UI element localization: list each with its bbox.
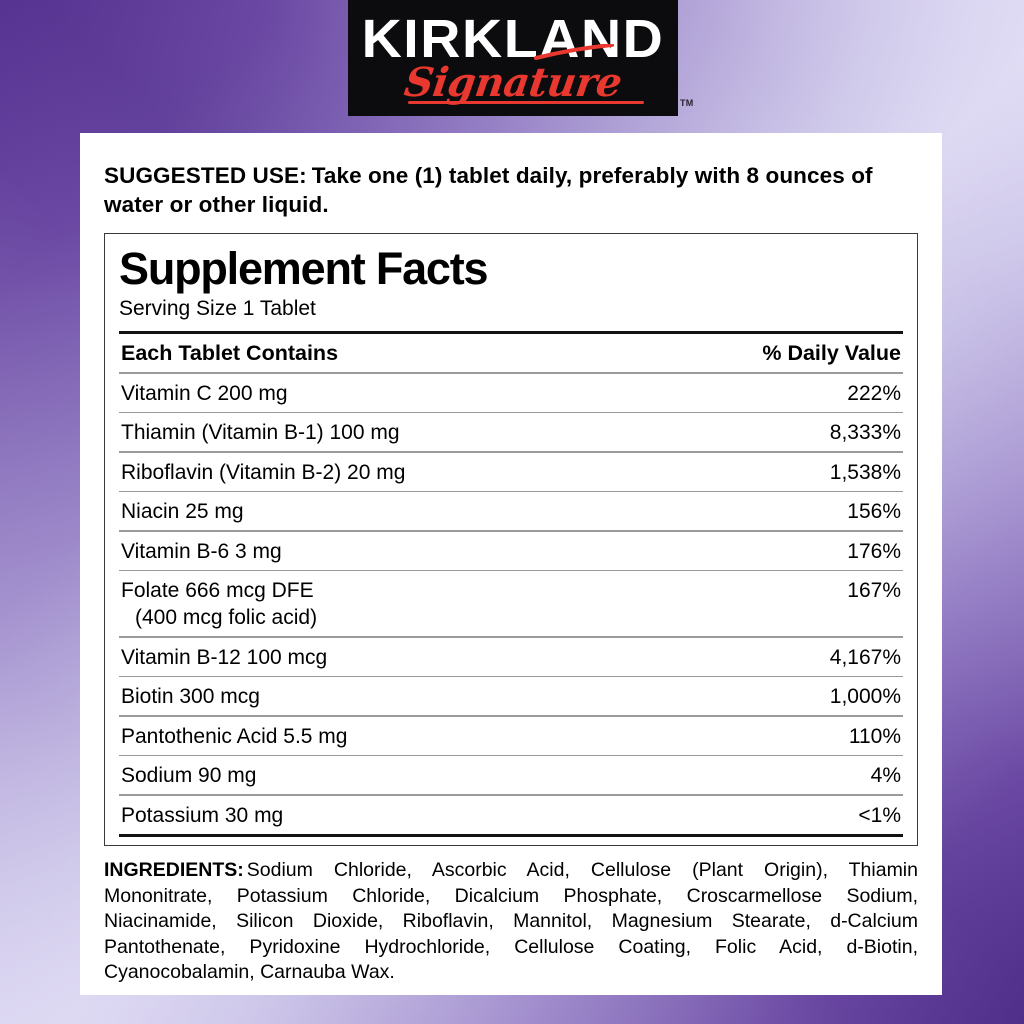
serving-size-text: Serving Size 1 Tablet [119,297,316,320]
brand-name-kirkland: KIRKLAND [361,9,665,69]
script-underline [408,101,644,104]
header-rule [119,331,903,334]
supplement-facts-panel: Supplement Facts Serving Size 1 Tablet E… [104,233,918,846]
supplement-label-card: SUGGESTED USE: Take one (1) tablet daily,… [80,133,942,995]
nutrient-name-folate: Folate 666 mcg DFE (400 mcg folic acid) [121,577,317,631]
column-header-nutrient: Each Tablet Contains [121,341,339,365]
nutrient-name: Biotin 300 mcg [121,685,260,708]
nutrient-daily-value: 4,167% [829,645,901,669]
suggested-use-label: SUGGESTED USE: [104,163,307,188]
brand-script-signature: Signature [401,59,625,106]
row-divider [119,715,903,717]
ingredients-block: INGREDIENTS: Sodium Chloride, Ascorbic Ac… [104,858,918,986]
nutrient-daily-value: 110% [848,724,901,748]
nutrient-daily-value: 156% [847,500,901,523]
suggested-use-block: SUGGESTED USE: Take one (1) tablet daily,… [104,161,918,219]
nutrient-daily-value: 4% [870,764,901,787]
table-row: Sodium 90 mg 4% [119,756,903,794]
trademark-mark: TM [680,98,694,108]
ingredients-label: INGREDIENTS: [104,859,244,881]
row-divider [119,372,903,374]
table-header-row: Each Tablet Contains % Daily Value [119,334,903,372]
row-divider [119,754,903,756]
nutrient-name: Riboflavin (Vitamin B-2) 20 mg [121,460,406,484]
row-divider [119,451,903,453]
nutrient-name: Vitamin B-6 3 mg [121,539,282,563]
nutrient-daily-value: 1,538% [829,460,901,484]
logo-black-box [348,0,678,116]
table-bottom-rule [119,833,903,837]
row-divider [119,530,903,532]
nutrient-daily-value: <1% [858,803,901,827]
nutrient-daily-value: 167% [847,579,901,602]
table-row: Vitamin C 200 mg 222% [119,374,903,412]
nutrient-name: Sodium 90 mg [121,764,257,787]
row-divider [119,490,903,492]
nutrient-name: Potassium 30 mg [121,803,284,827]
nutrient-subnote: (400 mcg folic acid) [135,606,318,629]
ingredients-text: Sodium Chloride, Ascorbic Acid, Cellulos… [104,859,918,983]
table-row: Riboflavin (Vitamin B-2) 20 mg 1,538% [119,453,903,491]
supplement-facts-title: Supplement Facts [119,243,489,294]
nutrient-daily-value: 1,000% [829,685,901,708]
row-divider [119,411,903,413]
nutrient-name: Folate 666 mcg DFE [121,579,314,602]
table-row: Niacin 25 mg 156% [119,492,903,530]
table-row: Vitamin B-12 100 mcg 4,167% [119,638,903,676]
nutrient-daily-value: 8,333% [829,421,901,444]
nutrient-name: Thiamin (Vitamin B-1) 100 mg [121,421,400,444]
nutrient-daily-value: 176% [847,539,901,563]
table-row: Folate 666 mcg DFE (400 mcg folic acid) 1… [119,571,903,636]
table-row: Potassium 30 mg <1% [119,796,903,834]
nutrient-name: Pantothenic Acid 5.5 mg [121,724,348,748]
row-divider [119,636,903,638]
kirkland-signature-logo: KIRKLAND Signature TM [348,0,693,116]
nutrient-name: Vitamin C 200 mg [121,381,288,405]
table-row: Biotin 300 mcg 1,000% [119,677,903,715]
nutrient-name: Vitamin B-12 100 mcg [121,645,328,669]
nutrient-daily-value: 222% [847,381,901,405]
table-row: Vitamin B-6 3 mg 176% [119,532,903,570]
row-divider [119,794,903,796]
table-row: Pantothenic Acid 5.5 mg 110% [119,717,903,755]
nutrient-name: Niacin 25 mg [121,500,244,523]
table-row: Thiamin (Vitamin B-1) 100 mg 8,333% [119,413,903,451]
column-header-daily-value: % Daily Value [762,341,901,365]
row-divider [119,675,903,677]
row-divider [119,569,903,571]
suggested-use-text: Take one (1) tablet daily, preferably wi… [104,163,873,217]
